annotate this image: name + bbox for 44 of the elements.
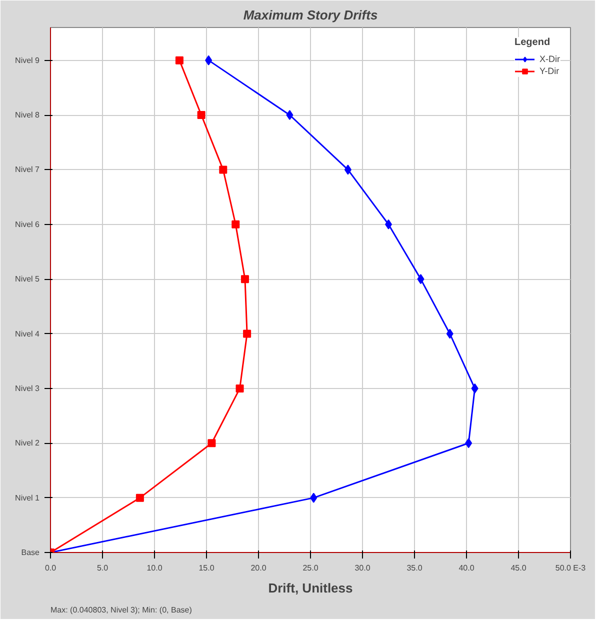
y-tick-label: Nivel 9: [15, 56, 40, 65]
y-tick-label: Nivel 3: [15, 384, 40, 393]
point: [205, 55, 212, 66]
point: [465, 438, 472, 448]
legend-label: X-Dir: [540, 53, 560, 65]
point: [344, 164, 352, 175]
point: [243, 330, 252, 338]
y-tick-label: Nivel 5: [15, 274, 40, 284]
point: [471, 383, 478, 394]
point: [446, 328, 454, 339]
legend-label: Y-Dir: [540, 65, 560, 77]
x-tick-label: 40.0: [458, 564, 475, 572]
x-tick-label: 0.0: [44, 564, 57, 572]
point: [236, 384, 244, 392]
x-tick-label: 50.0 E-3: [555, 564, 586, 572]
point: [136, 494, 144, 502]
point: [208, 439, 216, 448]
point: [219, 166, 228, 174]
y-tick-label: Nivel 2: [15, 438, 40, 448]
x-tick-label: 30.0: [354, 564, 371, 572]
chart-title: Maximum Story Drifts: [243, 8, 378, 22]
point: [417, 274, 424, 284]
x-tick-label: 35.0: [406, 564, 423, 572]
y-tick-label: Nivel 6: [15, 220, 40, 229]
x-tick-label: 10.0: [146, 564, 163, 572]
x-tick-label: 45.0: [510, 564, 527, 572]
x-tick-label: 20.0: [250, 564, 267, 572]
point: [175, 56, 184, 64]
legend-title: Legend: [514, 37, 552, 48]
y-tick-label: Base: [21, 548, 40, 557]
point: [240, 275, 249, 284]
point: [310, 492, 318, 503]
x-tick-label: 25.0: [302, 564, 319, 572]
x-axis-title: Drift, Unitless: [268, 580, 353, 596]
y-tick-label: Nivel 8: [15, 110, 40, 120]
x-tick-label: 5.0: [96, 564, 109, 572]
y-tick-label: Nivel 7: [15, 165, 40, 174]
point: [197, 111, 206, 119]
text: Max: (0.040803, Nivel 3); Min: (0, Base): [50, 606, 192, 614]
x-tick-label: 15.0: [198, 564, 215, 572]
y-tick-label: Nivel 4: [15, 329, 40, 338]
y-tick-label: Nivel 1: [15, 493, 40, 502]
point: [232, 220, 240, 228]
point: [286, 110, 294, 120]
